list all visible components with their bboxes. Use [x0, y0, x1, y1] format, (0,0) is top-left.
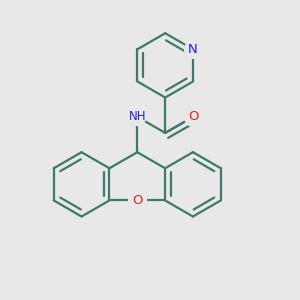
Text: NH: NH: [128, 110, 146, 123]
Text: O: O: [188, 110, 199, 123]
Text: O: O: [132, 194, 142, 207]
Text: N: N: [188, 43, 198, 56]
